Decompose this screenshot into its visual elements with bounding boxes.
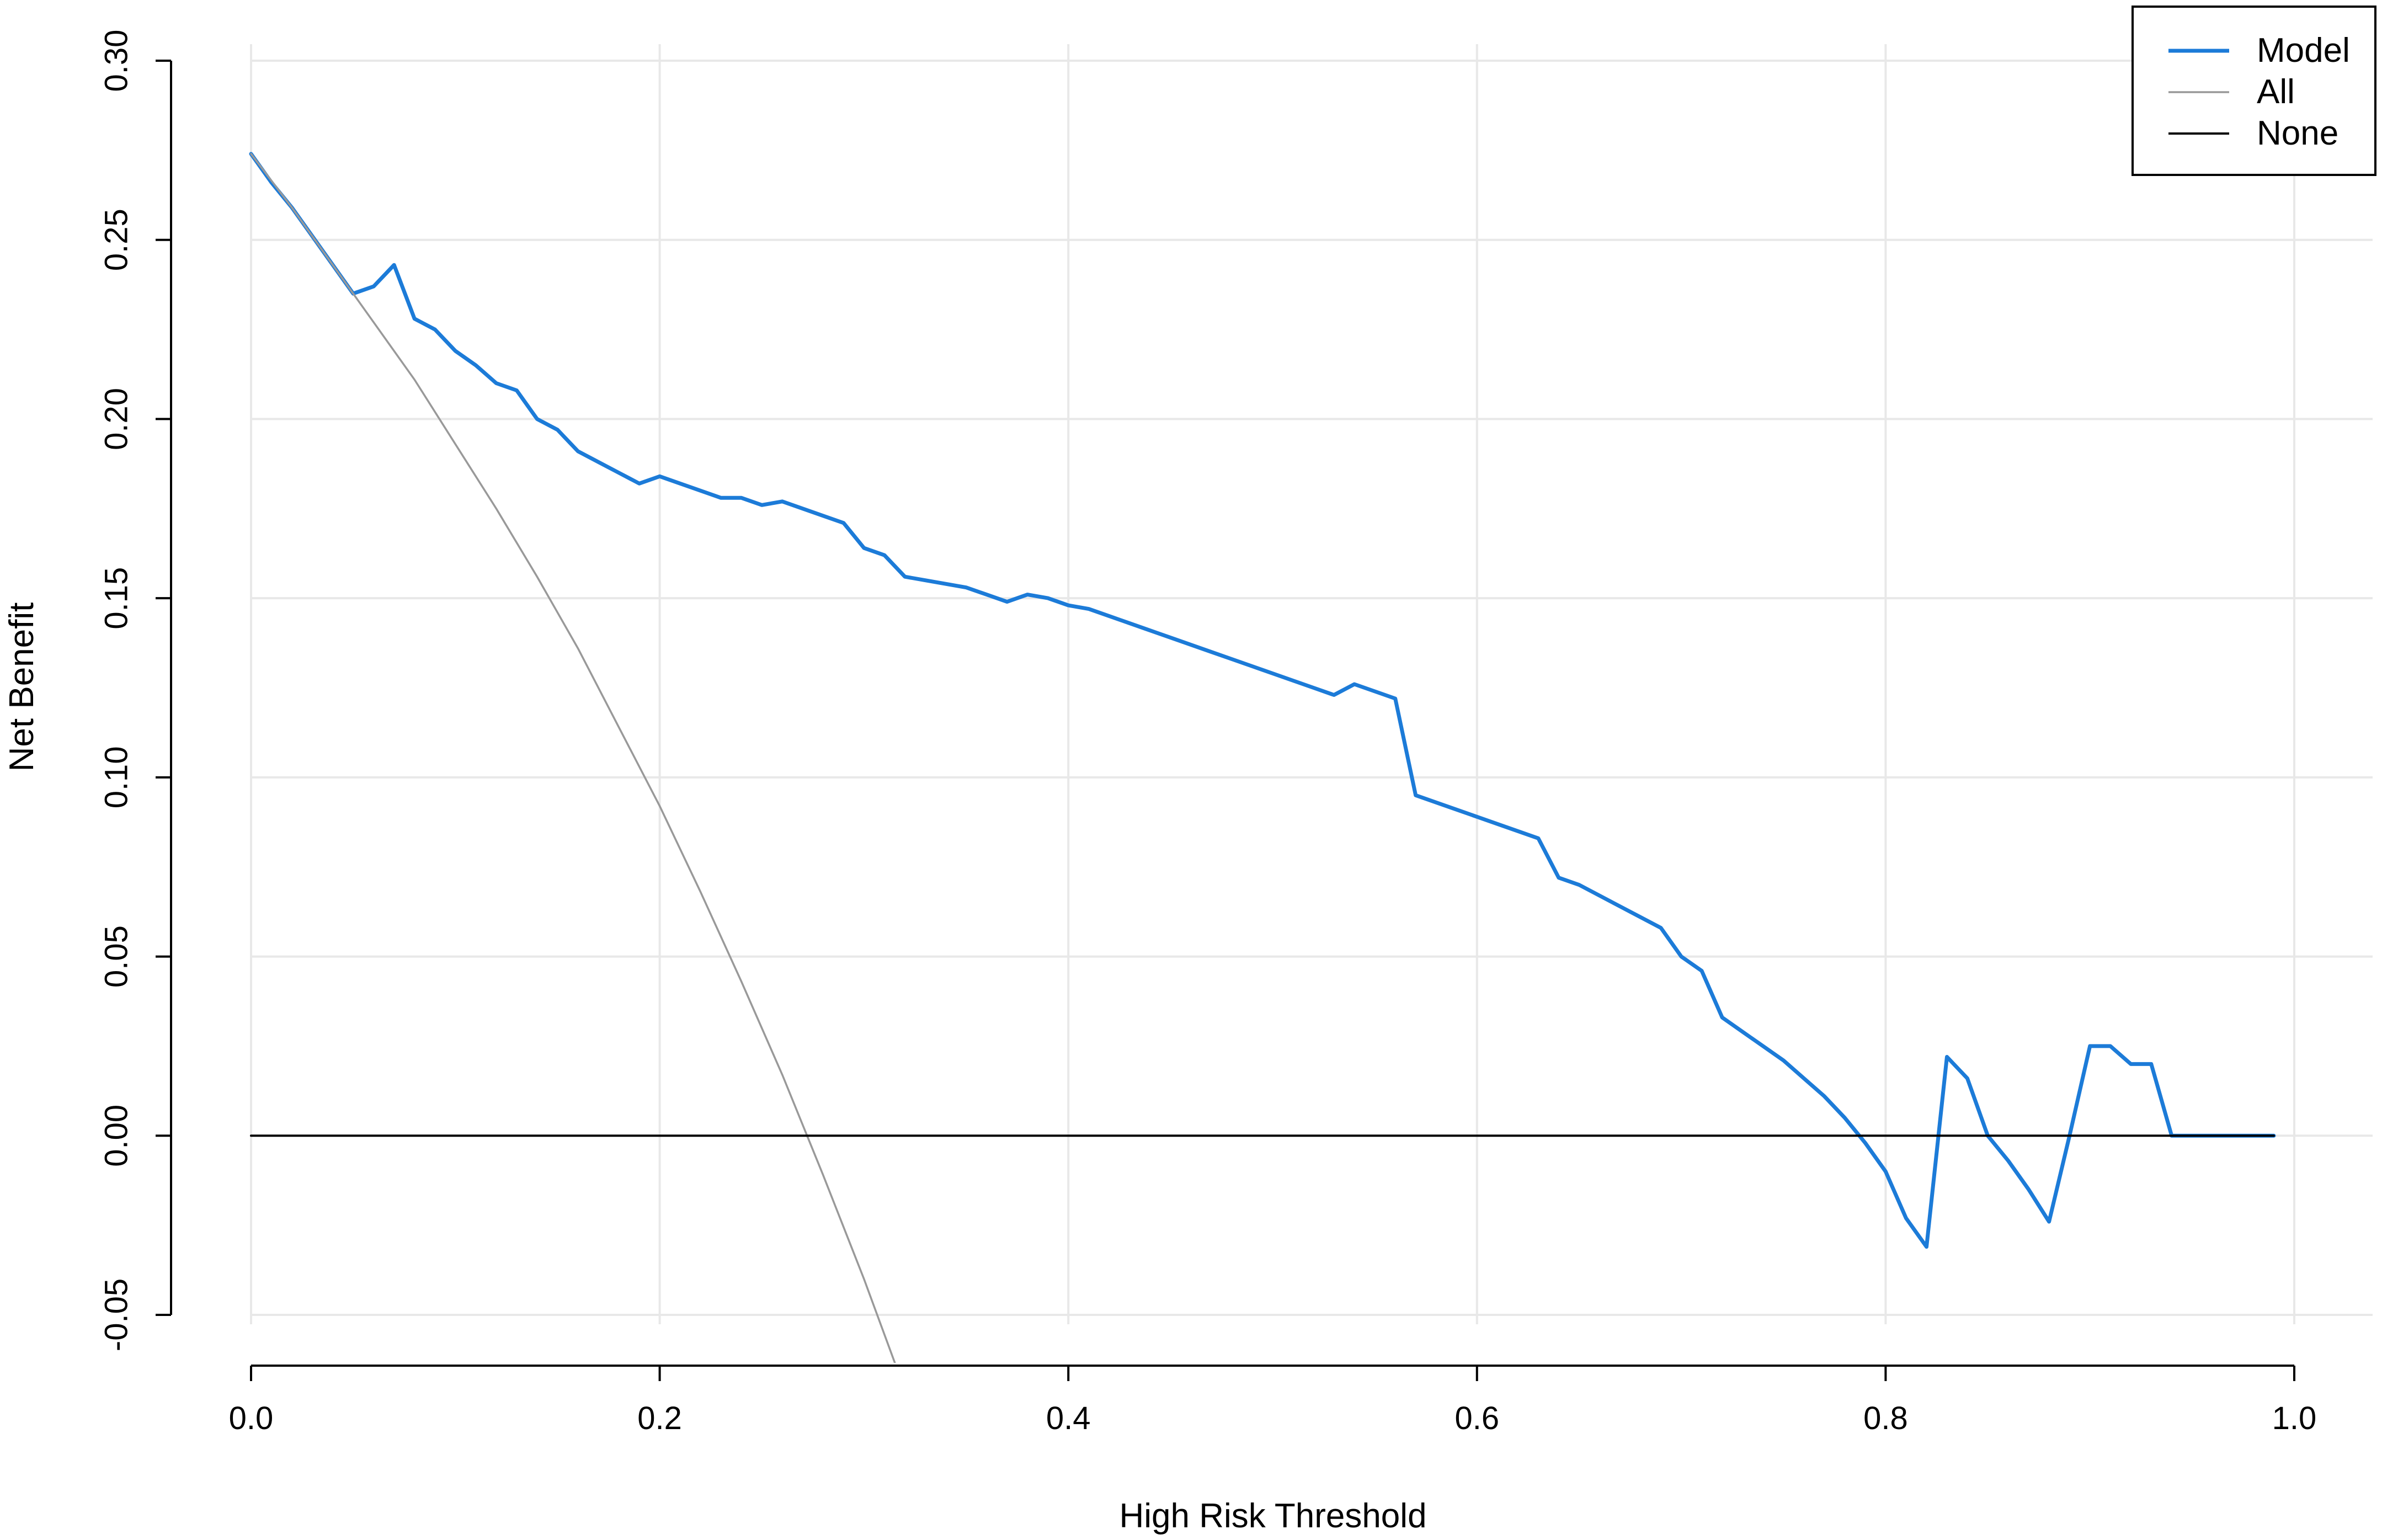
series-lines [249, 152, 2276, 1363]
y-tick-label-4: 0.15 [98, 567, 134, 630]
y-tick-label-0: -0.05 [98, 1278, 134, 1351]
series-line-all [250, 153, 896, 1363]
legend-label-model: Model [2257, 31, 2350, 70]
y-tick-label-2: 0.05 [98, 925, 134, 988]
y-tick-label-7: 0.30 [98, 30, 134, 92]
x-axis-title: High Risk Threshold [1119, 1497, 1426, 1535]
y-axis-title: Net Benefit [3, 603, 41, 772]
x-tick-label-0: 0.0 [229, 1400, 274, 1436]
x-tick-label-5: 1.0 [2272, 1400, 2317, 1436]
axes: 0.0 0.2 0.4 0.6 0.8 1.0 -0.05 0.00 0.05 0.10 0.15 0… [98, 30, 2316, 1436]
series-line-model [249, 152, 2276, 1249]
x-tick-label-4: 0.8 [1863, 1400, 1908, 1436]
legend-label-none: None [2257, 114, 2338, 152]
x-tick-label-3: 0.6 [1454, 1400, 1499, 1436]
y-tick-label-1: 0.00 [98, 1105, 134, 1167]
x-tick-label-1: 0.2 [637, 1400, 682, 1436]
x-tick-label-2: 0.4 [1046, 1400, 1091, 1436]
legend-label-all: All [2257, 73, 2295, 111]
y-tick-label-6: 0.25 [98, 209, 134, 271]
legend-box [2131, 6, 2376, 176]
gridlines [250, 44, 2373, 1324]
y-tick-label-3: 0.10 [98, 746, 134, 808]
y-tick-label-5: 0.20 [98, 388, 134, 450]
